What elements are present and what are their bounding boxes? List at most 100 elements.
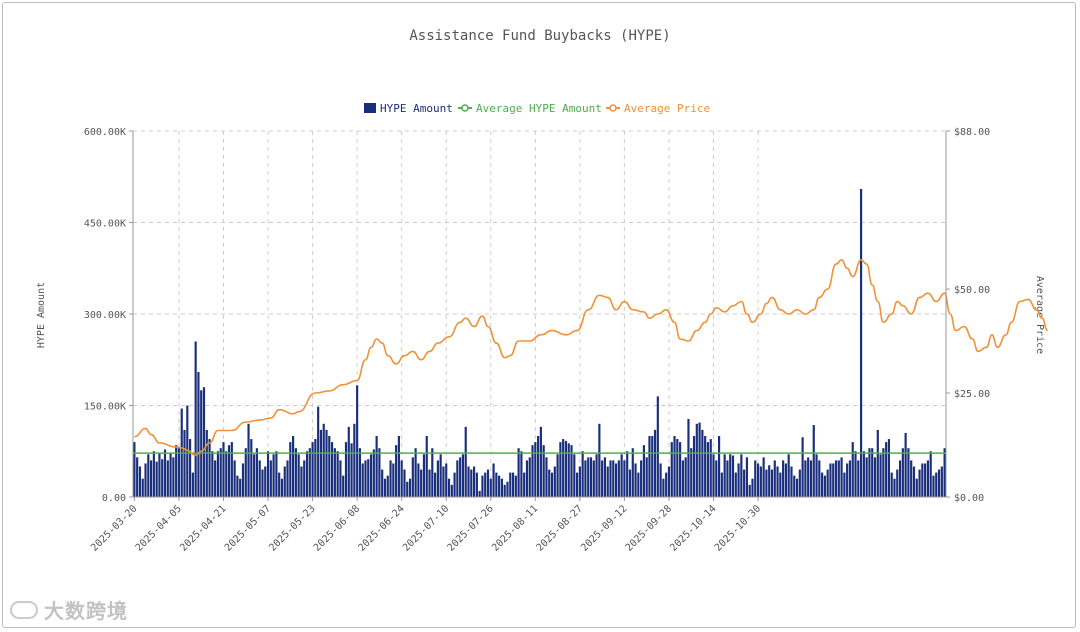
bar — [330, 442, 334, 497]
bar — [289, 442, 292, 497]
bar — [208, 439, 211, 497]
bar — [684, 457, 687, 497]
bar — [676, 439, 679, 497]
bar — [297, 454, 300, 497]
bar — [623, 460, 626, 497]
bar — [197, 371, 200, 497]
bar — [258, 460, 261, 497]
legend[interactable]: HYPE Amount Average HYPE Amount Average … — [364, 102, 710, 115]
bar — [420, 469, 423, 497]
bar — [609, 460, 612, 497]
bar — [141, 478, 144, 497]
bar — [876, 429, 879, 497]
bar — [854, 451, 857, 497]
bar — [534, 442, 537, 497]
bar — [422, 454, 426, 497]
bar — [219, 448, 222, 497]
bar — [136, 457, 139, 497]
bar — [578, 466, 581, 497]
bar — [832, 463, 835, 497]
bars — [133, 188, 946, 497]
bar — [155, 461, 158, 497]
bar — [158, 453, 161, 497]
bar — [687, 418, 690, 497]
bar — [144, 463, 147, 497]
bar — [356, 385, 359, 497]
bar — [233, 460, 236, 497]
bar — [161, 459, 164, 497]
bar — [472, 466, 476, 497]
bar — [865, 457, 868, 497]
bar — [194, 341, 197, 497]
bar — [200, 390, 203, 497]
bar — [230, 442, 233, 497]
bar — [704, 436, 707, 497]
average-price-line — [134, 259, 1048, 457]
bar — [456, 460, 459, 497]
bar — [807, 457, 810, 497]
bar — [768, 465, 771, 497]
bar — [484, 472, 487, 497]
y-tick-label: 150.00K — [84, 402, 126, 413]
bar — [667, 466, 671, 497]
bar — [397, 436, 400, 497]
bar — [350, 443, 353, 497]
bar — [269, 460, 272, 497]
bar — [347, 426, 350, 497]
bar — [467, 466, 470, 497]
y-tick-label: 600.00K — [84, 127, 126, 138]
bar — [417, 463, 420, 497]
bar — [748, 484, 751, 497]
bar — [325, 429, 328, 497]
bar — [358, 448, 361, 497]
bar — [553, 466, 556, 497]
bar — [673, 436, 676, 497]
bar — [202, 387, 206, 497]
y2-tick-label: $0.00 — [954, 493, 984, 504]
bar — [885, 442, 888, 497]
bar — [353, 423, 356, 497]
bar — [239, 478, 242, 497]
bar — [907, 448, 910, 497]
bar — [592, 460, 595, 497]
bar — [431, 448, 434, 497]
bar — [434, 472, 437, 497]
bar — [436, 460, 439, 497]
bar — [266, 451, 270, 497]
bar — [695, 423, 698, 497]
bar — [573, 454, 576, 497]
bar — [336, 451, 339, 497]
bar — [896, 469, 899, 497]
bar — [517, 448, 520, 497]
bar — [770, 469, 774, 497]
grid — [133, 130, 946, 497]
bar — [280, 478, 284, 497]
bar — [314, 439, 317, 497]
x-tick-label: 2025-10-30 — [713, 503, 763, 553]
bar — [932, 475, 935, 497]
bar — [564, 440, 568, 497]
bar — [539, 426, 542, 497]
x-tick-label: 2025-09-28 — [624, 503, 674, 553]
bar — [225, 451, 228, 497]
bar — [342, 475, 345, 497]
bar — [300, 466, 303, 497]
bar — [378, 448, 381, 497]
bar — [381, 469, 384, 497]
bar — [395, 445, 398, 497]
watermark-text: 大数跨境 — [44, 599, 128, 623]
bar — [183, 429, 186, 497]
bar — [414, 448, 417, 497]
bar — [525, 460, 529, 497]
bar — [601, 460, 604, 497]
bar — [322, 423, 325, 497]
bar — [177, 448, 181, 497]
x-tick-label: 2025-07-10 — [401, 503, 451, 553]
bar — [272, 454, 275, 497]
bar — [929, 451, 932, 497]
bar — [367, 459, 370, 497]
bar — [364, 460, 367, 497]
bar — [879, 454, 882, 497]
bar — [275, 451, 278, 497]
bar — [859, 188, 863, 497]
